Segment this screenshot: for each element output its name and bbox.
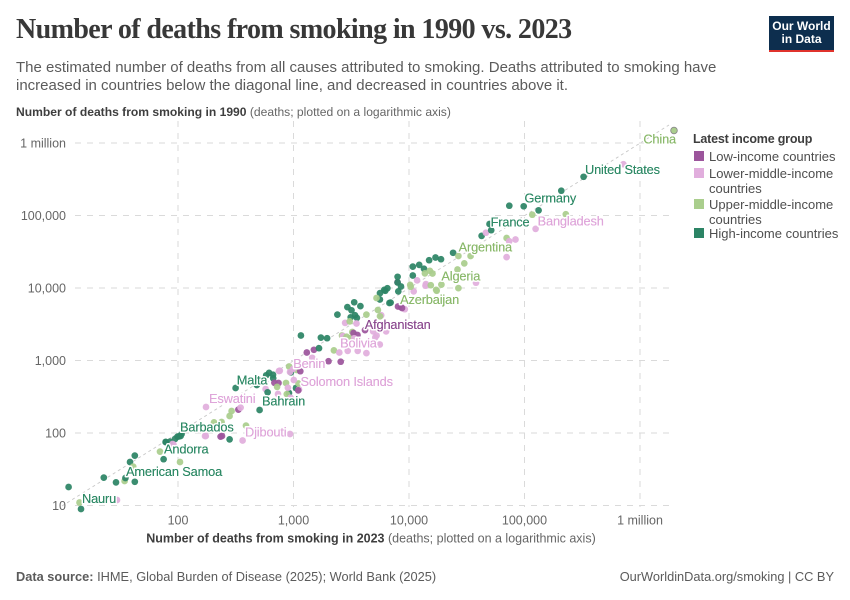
svg-text:Azerbaijan: Azerbaijan bbox=[400, 292, 459, 307]
svg-text:Bangladesh: Bangladesh bbox=[538, 214, 604, 229]
svg-text:Solomon Islands: Solomon Islands bbox=[301, 374, 393, 389]
svg-text:Barbados: Barbados bbox=[180, 420, 234, 435]
svg-text:United States: United States bbox=[585, 162, 660, 177]
svg-text:100,000: 100,000 bbox=[21, 209, 66, 223]
svg-text:Bolivia: Bolivia bbox=[340, 336, 378, 351]
svg-text:Afghanistan: Afghanistan bbox=[365, 317, 431, 332]
svg-text:1,000: 1,000 bbox=[35, 354, 66, 368]
svg-text:Algeria: Algeria bbox=[441, 269, 481, 284]
svg-text:Afghanistan: Afghanistan bbox=[365, 317, 431, 332]
svg-text:Bolivia: Bolivia bbox=[340, 336, 378, 351]
svg-text:Barbados: Barbados bbox=[180, 420, 234, 435]
svg-text:10,000: 10,000 bbox=[390, 514, 428, 528]
svg-text:Benin: Benin bbox=[293, 356, 325, 371]
svg-text:Andorra: Andorra bbox=[164, 442, 210, 457]
svg-text:1 million: 1 million bbox=[20, 137, 66, 151]
svg-text:Number of deaths from smoking: Number of deaths from smoking in 2023 (d… bbox=[146, 532, 595, 546]
svg-text:Nauru: Nauru bbox=[82, 491, 116, 506]
svg-text:Germany: Germany bbox=[525, 191, 577, 206]
svg-text:Argentina: Argentina bbox=[459, 240, 513, 255]
svg-text:10: 10 bbox=[52, 499, 66, 513]
svg-text:Malta: Malta bbox=[237, 373, 269, 388]
svg-text:1 million: 1 million bbox=[617, 514, 663, 528]
svg-text:Eswatini: Eswatini bbox=[209, 391, 255, 406]
svg-text:American Samoa: American Samoa bbox=[126, 464, 223, 479]
svg-text:Solomon Islands: Solomon Islands bbox=[301, 374, 393, 389]
svg-text:100,000: 100,000 bbox=[502, 514, 547, 528]
svg-text:10,000: 10,000 bbox=[28, 282, 66, 296]
svg-text:China: China bbox=[643, 132, 677, 147]
svg-text:Argentina: Argentina bbox=[459, 240, 513, 255]
svg-text:Nauru: Nauru bbox=[82, 491, 116, 506]
svg-text:Bangladesh: Bangladesh bbox=[538, 214, 604, 229]
svg-text:United States: United States bbox=[585, 162, 660, 177]
svg-text:100: 100 bbox=[45, 427, 66, 441]
svg-text:Germany: Germany bbox=[525, 191, 577, 206]
svg-text:Bahrain: Bahrain bbox=[262, 394, 305, 409]
svg-text:France: France bbox=[491, 215, 530, 230]
svg-text:1,000: 1,000 bbox=[278, 514, 309, 528]
svg-text:Bahrain: Bahrain bbox=[262, 394, 305, 409]
svg-text:Malta: Malta bbox=[237, 373, 269, 388]
svg-text:100: 100 bbox=[168, 514, 189, 528]
svg-text:Azerbaijan: Azerbaijan bbox=[400, 292, 459, 307]
svg-text:Benin: Benin bbox=[293, 356, 325, 371]
svg-text:Algeria: Algeria bbox=[441, 269, 481, 284]
svg-text:Andorra: Andorra bbox=[164, 442, 210, 457]
svg-text:France: France bbox=[491, 215, 530, 230]
svg-text:Djibouti: Djibouti bbox=[245, 425, 286, 440]
svg-text:Eswatini: Eswatini bbox=[209, 391, 255, 406]
svg-text:Djibouti: Djibouti bbox=[245, 425, 286, 440]
svg-text:American Samoa: American Samoa bbox=[126, 464, 223, 479]
svg-text:China: China bbox=[643, 132, 677, 147]
